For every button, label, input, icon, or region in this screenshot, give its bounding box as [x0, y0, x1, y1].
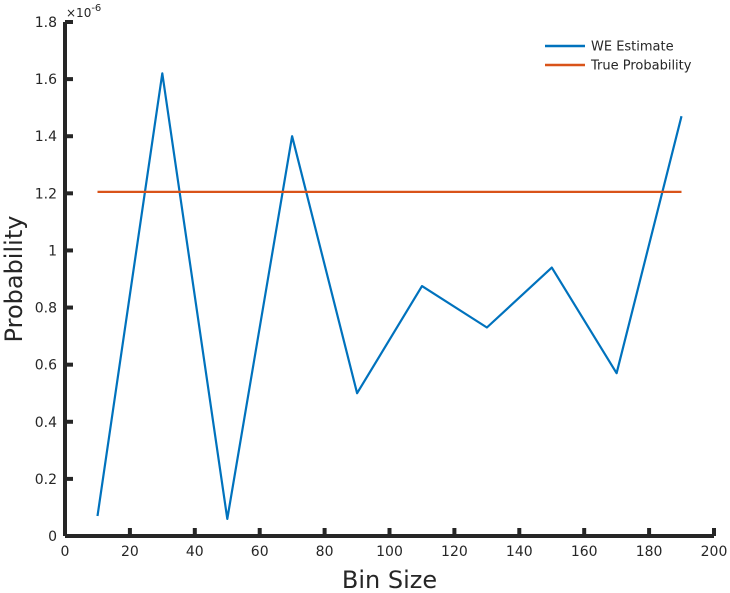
y-tick-label: 1.4	[35, 129, 57, 145]
x-tick-label: 60	[251, 544, 269, 560]
y-tick-label: 1	[48, 243, 57, 259]
x-tick-label: 100	[376, 544, 403, 560]
x-tick-label: 200	[701, 544, 728, 560]
x-tick-label: 120	[441, 544, 468, 560]
y-tick-label: 0	[48, 529, 57, 545]
y-axis-title: Probability	[0, 216, 28, 343]
x-tick-label: 0	[61, 544, 70, 560]
series-line-1	[96, 72, 683, 521]
y-tick-label: 0.6	[35, 358, 57, 374]
legend-label: WE Estimate	[591, 40, 674, 55]
y-tick-label: 0.4	[35, 415, 57, 431]
series-layer	[96, 72, 683, 521]
legend: WE Estimate True Probability	[545, 40, 692, 74]
y-tick-label: 1.2	[35, 186, 57, 202]
x-tick-label: 40	[186, 544, 204, 560]
y-tick-label: 0.8	[35, 301, 57, 317]
x-tick-label: 20	[121, 544, 139, 560]
ticks: 0 20 40 60 80 100 120 140 160 180 200 0 0.2 0.4 0.6 0.8…	[35, 15, 728, 560]
y-tick-label: 1.6	[35, 72, 57, 88]
y-tick-label: 1.8	[35, 15, 57, 31]
y-axis-multiplier: ×10-6	[66, 3, 101, 20]
x-tick-label: 140	[506, 544, 533, 560]
x-tick-label: 160	[571, 544, 598, 560]
axes	[63, 22, 714, 538]
x-tick-label: 180	[636, 544, 663, 560]
y-tick-label: 0.2	[35, 472, 57, 488]
x-tick-label: 80	[316, 544, 334, 560]
legend-label: True Probability	[590, 59, 692, 74]
x-axis-title: Bin Size	[342, 566, 437, 593]
